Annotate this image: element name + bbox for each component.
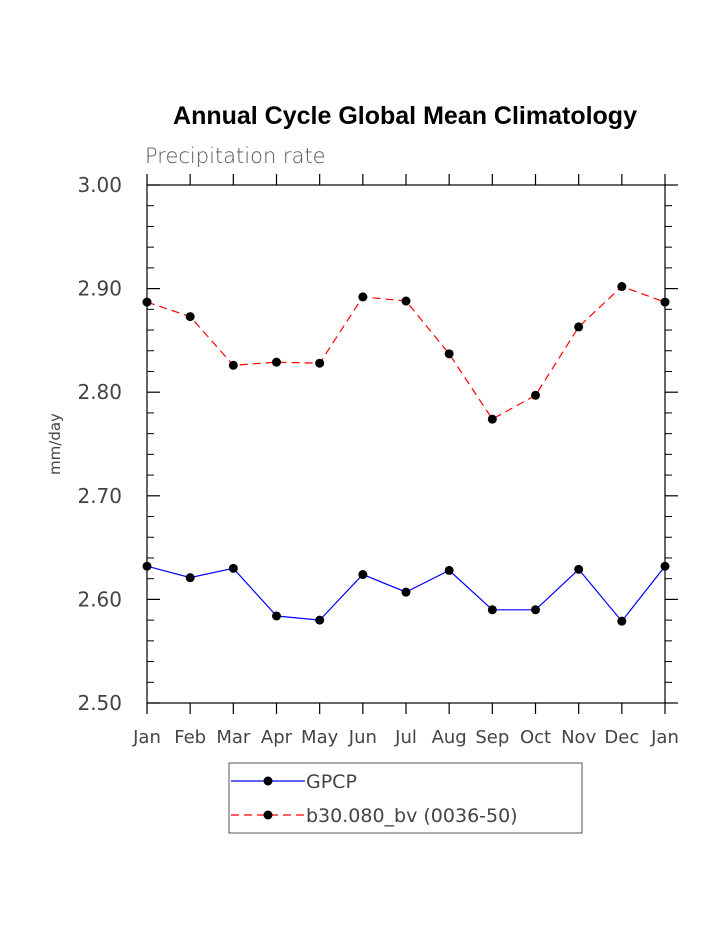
series-1-point: [574, 322, 584, 332]
x-tick-label: Jan: [132, 727, 161, 748]
x-tick-label: Feb: [174, 727, 206, 748]
series-1-point: [228, 360, 238, 370]
series-0-point: [185, 573, 195, 583]
y-tick-label: 2.60: [77, 587, 122, 611]
series-1-point: [660, 297, 670, 307]
x-tick-label: Jul: [394, 727, 417, 748]
series-0-point: [272, 611, 281, 621]
series-1-point: [487, 414, 497, 424]
x-tick-label: Sep: [475, 727, 509, 748]
legend-marker-model: [263, 810, 273, 820]
series-1-point: [185, 312, 195, 322]
legend-label-model: b30.080_bv (0036-50): [306, 805, 518, 827]
x-tick-label: May: [301, 727, 339, 748]
series-line-1: [146, 285, 666, 420]
legend-box: [228, 762, 583, 834]
x-tick-label: Nov: [561, 727, 596, 748]
series-1-point: [142, 297, 152, 307]
x-tick-label: Aug: [432, 727, 467, 748]
series-1-point: [315, 358, 325, 368]
y-tick-label: 2.70: [77, 484, 122, 508]
x-tick-label: Apr: [261, 727, 293, 748]
series-1-point: [358, 292, 368, 302]
series-0-point: [574, 564, 584, 574]
chart-title: Annual Cycle Global Mean Climatology: [173, 102, 637, 130]
series-1-point: [531, 390, 540, 400]
x-tick-labels: Jan Feb Mar Apr May Jun Jul Aug Sep Oct Nov Dec Jan: [132, 727, 679, 748]
x-tick-label: Dec: [604, 727, 639, 748]
legend-label-gpcp: GPCP: [306, 771, 357, 793]
series-0-point: [315, 615, 325, 625]
series-1-point: [272, 357, 281, 367]
x-tick-label: Jan: [650, 727, 679, 748]
legend: GPCP b30.080_bv (0036-50): [228, 762, 583, 834]
y-tick-label: 2.80: [77, 380, 122, 404]
series-0-point: [487, 605, 497, 615]
y-tick-label: 2.90: [77, 277, 122, 301]
axis-ticks: [146, 174, 678, 714]
series-layer: [142, 282, 670, 626]
y-tick-label: 3.00: [77, 173, 122, 197]
series-1-point: [444, 349, 454, 359]
series-0-point: [617, 616, 627, 626]
x-tick-label: Mar: [216, 727, 251, 748]
series-0-point: [660, 561, 670, 571]
x-tick-label: Oct: [520, 727, 551, 748]
y-tick-labels: 2.50 2.60 2.70 2.80 2.90 3.00: [77, 173, 122, 715]
plot-frame: [146, 184, 666, 704]
series-0-point: [358, 570, 368, 580]
series-1-point: [401, 296, 411, 306]
series-0-point: [401, 587, 411, 597]
y-axis-label: mm/day: [46, 413, 64, 475]
chart-subtitle: Precipitation rate: [145, 144, 326, 168]
series-1-point: [617, 282, 627, 292]
series-0-point: [444, 565, 454, 575]
y-tick-label: 2.50: [77, 691, 122, 715]
legend-marker-gpcp: [263, 776, 273, 786]
x-tick-label: Jun: [348, 727, 377, 748]
series-0-point: [142, 561, 152, 571]
series-0-point: [228, 563, 238, 573]
series-0-point: [531, 605, 540, 615]
